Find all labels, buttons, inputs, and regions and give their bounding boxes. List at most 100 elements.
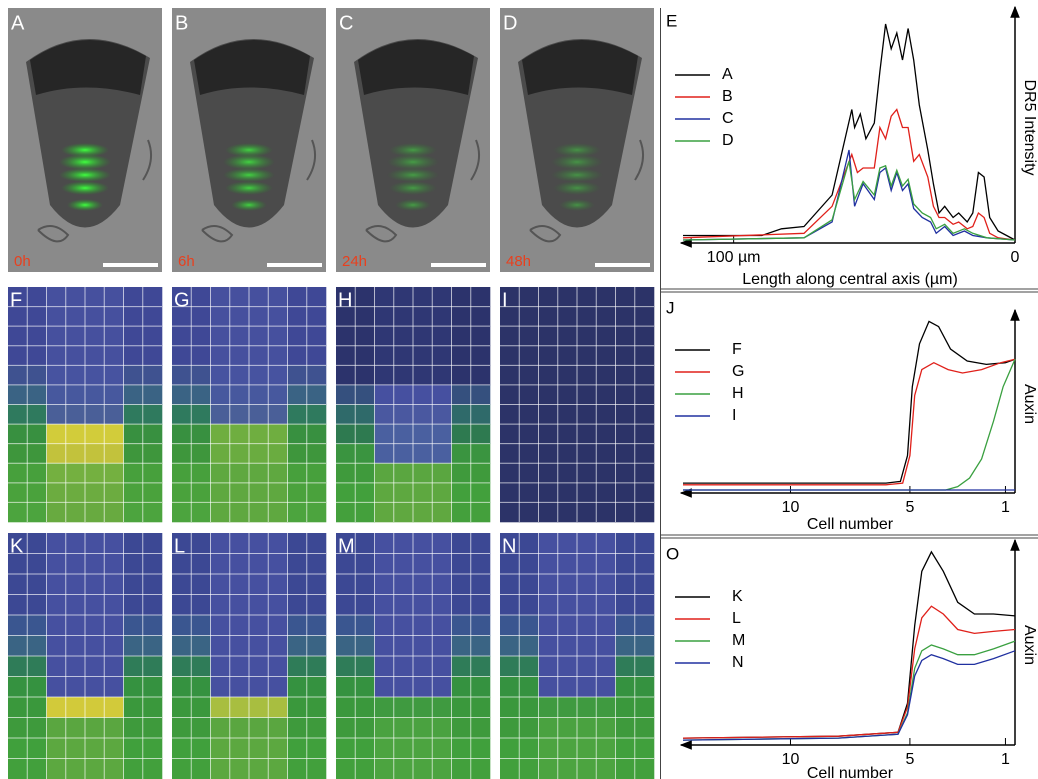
cell <box>211 697 231 718</box>
cell <box>577 405 597 425</box>
cell <box>558 615 578 636</box>
cell <box>230 636 250 657</box>
cell <box>635 677 655 698</box>
cell <box>191 346 211 366</box>
cell <box>539 346 559 366</box>
cell <box>143 697 163 718</box>
cell <box>471 483 491 503</box>
cell <box>635 307 655 327</box>
cell <box>104 595 124 616</box>
cell <box>27 656 47 677</box>
cell <box>577 656 597 677</box>
cell <box>230 697 250 718</box>
cell <box>596 346 616 366</box>
cell <box>519 718 539 739</box>
cell <box>66 595 86 616</box>
cell <box>249 554 269 575</box>
cell <box>211 287 231 307</box>
cell <box>85 405 105 425</box>
cell <box>394 287 414 307</box>
cell <box>471 759 491 779</box>
cell <box>616 483 636 503</box>
cell <box>519 738 539 759</box>
cell <box>375 656 395 677</box>
cell <box>394 636 414 657</box>
cell <box>336 574 356 595</box>
cell <box>85 615 105 636</box>
cell <box>596 326 616 346</box>
cell <box>191 759 211 779</box>
cell <box>211 677 231 698</box>
cell <box>249 738 269 759</box>
cell <box>336 759 356 779</box>
legend-label: C <box>722 110 734 127</box>
cell <box>355 326 375 346</box>
cell <box>519 615 539 636</box>
cell <box>143 444 163 464</box>
cell <box>394 554 414 575</box>
cell <box>66 574 86 595</box>
cell <box>47 365 67 385</box>
x-tick-label: 0 <box>1011 249 1020 266</box>
legend-label: H <box>732 385 744 402</box>
cell <box>288 677 308 698</box>
cell <box>191 326 211 346</box>
cell <box>500 656 520 677</box>
cell <box>558 533 578 554</box>
cell <box>66 697 86 718</box>
cell <box>143 326 163 346</box>
cell <box>268 385 288 405</box>
cell <box>191 554 211 575</box>
cell <box>355 307 375 327</box>
cell <box>85 574 105 595</box>
cell <box>519 759 539 779</box>
panel-label: E <box>666 11 677 30</box>
cell <box>85 463 105 483</box>
figure: A0hB6hC24hD48hFGHIKLMNE100 µm0Length alo… <box>0 0 1038 779</box>
cell <box>413 444 433 464</box>
cell <box>85 502 105 522</box>
cell <box>124 307 144 327</box>
cell <box>249 615 269 636</box>
cell <box>230 424 250 444</box>
cell <box>452 346 472 366</box>
cell <box>268 718 288 739</box>
cell <box>124 444 144 464</box>
series-line <box>683 161 1015 240</box>
cell <box>452 463 472 483</box>
cell <box>249 636 269 657</box>
cell <box>124 738 144 759</box>
cell <box>268 574 288 595</box>
cell <box>413 615 433 636</box>
cell <box>288 718 308 739</box>
cell <box>558 595 578 616</box>
cell <box>471 444 491 464</box>
cell <box>452 483 472 503</box>
cell <box>452 636 472 657</box>
x-axis-label: Cell number <box>807 765 894 779</box>
cell <box>616 574 636 595</box>
cell <box>47 444 67 464</box>
cell <box>104 718 124 739</box>
cell <box>66 365 86 385</box>
cell <box>471 738 491 759</box>
cell <box>288 483 308 503</box>
cell <box>249 424 269 444</box>
panel-label: L <box>174 535 185 557</box>
cell <box>211 483 231 503</box>
cell <box>539 718 559 739</box>
cell <box>85 444 105 464</box>
cell <box>124 483 144 503</box>
cell <box>413 463 433 483</box>
cell <box>577 424 597 444</box>
cell <box>577 385 597 405</box>
cell <box>336 385 356 405</box>
cell <box>394 502 414 522</box>
time-label: 24h <box>342 253 367 270</box>
cell <box>558 365 578 385</box>
cell <box>230 738 250 759</box>
cell <box>471 595 491 616</box>
cell <box>355 656 375 677</box>
cell <box>596 287 616 307</box>
cell <box>172 738 192 759</box>
